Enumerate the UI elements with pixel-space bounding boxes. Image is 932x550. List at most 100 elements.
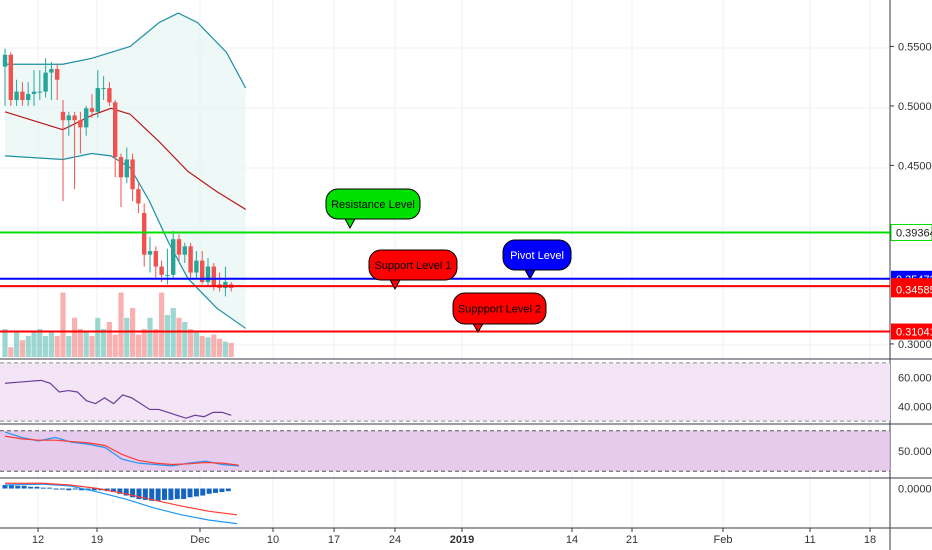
volume-bar: [193, 330, 199, 357]
volume-bar: [72, 317, 78, 357]
candle-body: [101, 88, 106, 90]
volume-bar: [188, 329, 194, 357]
time-tick-label: 19: [91, 534, 103, 546]
candle-body: [118, 157, 124, 178]
candle-body: [84, 108, 89, 128]
volume-bar: [222, 341, 228, 357]
candle-body: [211, 266, 216, 287]
candle-body: [188, 246, 193, 273]
macd-histogram-bar: [213, 488, 219, 493]
candle-body: [14, 91, 19, 100]
volume-bar: [124, 317, 130, 357]
level-price-tag: [890, 223, 932, 241]
candle-body: [113, 102, 118, 158]
time-tick-label: 12: [32, 534, 44, 546]
candle-body: [95, 88, 100, 112]
volume-bar: [37, 329, 43, 357]
candle-body: [55, 69, 60, 80]
candle-body: [200, 260, 205, 283]
time-axis[interactable]: 12 19 Dec 10 17 24 2019 14 21 Feb 11 18: [32, 528, 876, 546]
volume-bar: [77, 329, 83, 357]
callout-label: Pivot Level: [510, 250, 564, 262]
macd-histogram-bar: [149, 488, 155, 501]
macd-histogram-bar: [136, 488, 142, 500]
macd-histogram-bar: [200, 488, 206, 496]
macd-histogram-bar: [34, 486, 40, 489]
stoch-d-line: [4, 435, 239, 466]
macd-histogram-bar: [2, 485, 8, 489]
callout-bubble: [325, 188, 421, 220]
level-callouts: Resistance Level Support Level 1 Pivot Lev…: [325, 188, 572, 333]
macd-histogram-bar: [79, 488, 85, 491]
candle-body: [8, 54, 13, 100]
macd-histogram-bar: [110, 488, 116, 493]
candle-body: [176, 239, 182, 255]
candlestick-series: [2, 48, 234, 297]
price-axis[interactable]: 0.550000.500000.450000.300000.393640.354…: [890, 41, 932, 351]
volume-bar: [112, 334, 118, 357]
time-tick-label: 21: [626, 534, 638, 546]
volume-bar: [54, 336, 60, 357]
stochastic-pane[interactable]: 50.0000: [0, 430, 932, 472]
volume-bar: [2, 329, 8, 357]
rsi-band-fill: [0, 362, 890, 422]
time-tick-label: 17: [328, 534, 340, 546]
volume-bar: [89, 336, 95, 357]
candle-body: [194, 260, 199, 273]
stoch-tick-label: 50.0000: [898, 446, 932, 458]
macd-histogram-bar: [72, 488, 78, 490]
candle-body: [107, 88, 112, 103]
level-price-tag: [891, 323, 932, 340]
rsi-tick-label: 60.0000: [898, 372, 932, 384]
candle-body: [20, 91, 25, 100]
macd-pane[interactable]: 0.0000: [2, 482, 932, 525]
time-tick-label: 24: [389, 534, 401, 546]
macd-histogram-bar: [40, 487, 46, 489]
macd-histogram-bar: [21, 485, 27, 489]
macd-histogram-bar: [53, 488, 59, 490]
candle-body: [43, 72, 48, 92]
rsi-pane[interactable]: 60.0000 40.0000: [0, 362, 932, 422]
volume-bar: [106, 322, 112, 357]
rsi-tick-label: 40.0000: [898, 402, 932, 414]
volume-bar: [14, 332, 20, 357]
volume-bar: [43, 336, 49, 357]
candle-body: [26, 94, 31, 100]
macd-histogram-bar: [15, 485, 21, 489]
candle-body: [49, 69, 54, 73]
macd-histogram-bar: [168, 488, 174, 500]
volume-bar: [25, 336, 31, 357]
callout-label: Suppport Level 2: [458, 304, 541, 316]
candle-body: [31, 91, 37, 95]
volume-bar: [31, 332, 37, 357]
volume-bar: [147, 317, 153, 357]
volume-bar: [19, 340, 25, 357]
price-pane[interactable]: Resistance Level Support Level 1 Pivot Lev…: [0, 12, 890, 357]
time-tick-label: 2019: [450, 534, 474, 546]
time-tick-label: 14: [566, 534, 578, 546]
macd-histogram-bar: [130, 488, 136, 498]
candle-body: [130, 159, 135, 190]
volume-bar: [199, 336, 205, 357]
volume-bar: [159, 292, 165, 357]
macd-histogram-bar: [66, 488, 72, 491]
candle-body: [66, 115, 71, 121]
macd-histogram-bar: [174, 488, 180, 500]
macd-histogram-bar: [117, 488, 123, 494]
candle-body: [159, 266, 164, 275]
volume-bar: [228, 343, 234, 357]
stoch-band-fill: [0, 430, 890, 472]
candle-body: [37, 91, 42, 93]
volume-bar: [153, 329, 159, 357]
candle-body: [142, 213, 147, 255]
macd-line: [4, 483, 238, 525]
time-tick-label: Dec: [190, 534, 210, 546]
candle-body: [165, 274, 170, 276]
macd-histogram-bar: [162, 488, 167, 500]
volume-bar: [135, 334, 141, 357]
volume-bar: [60, 292, 66, 357]
time-tick-label: 11: [804, 534, 815, 546]
